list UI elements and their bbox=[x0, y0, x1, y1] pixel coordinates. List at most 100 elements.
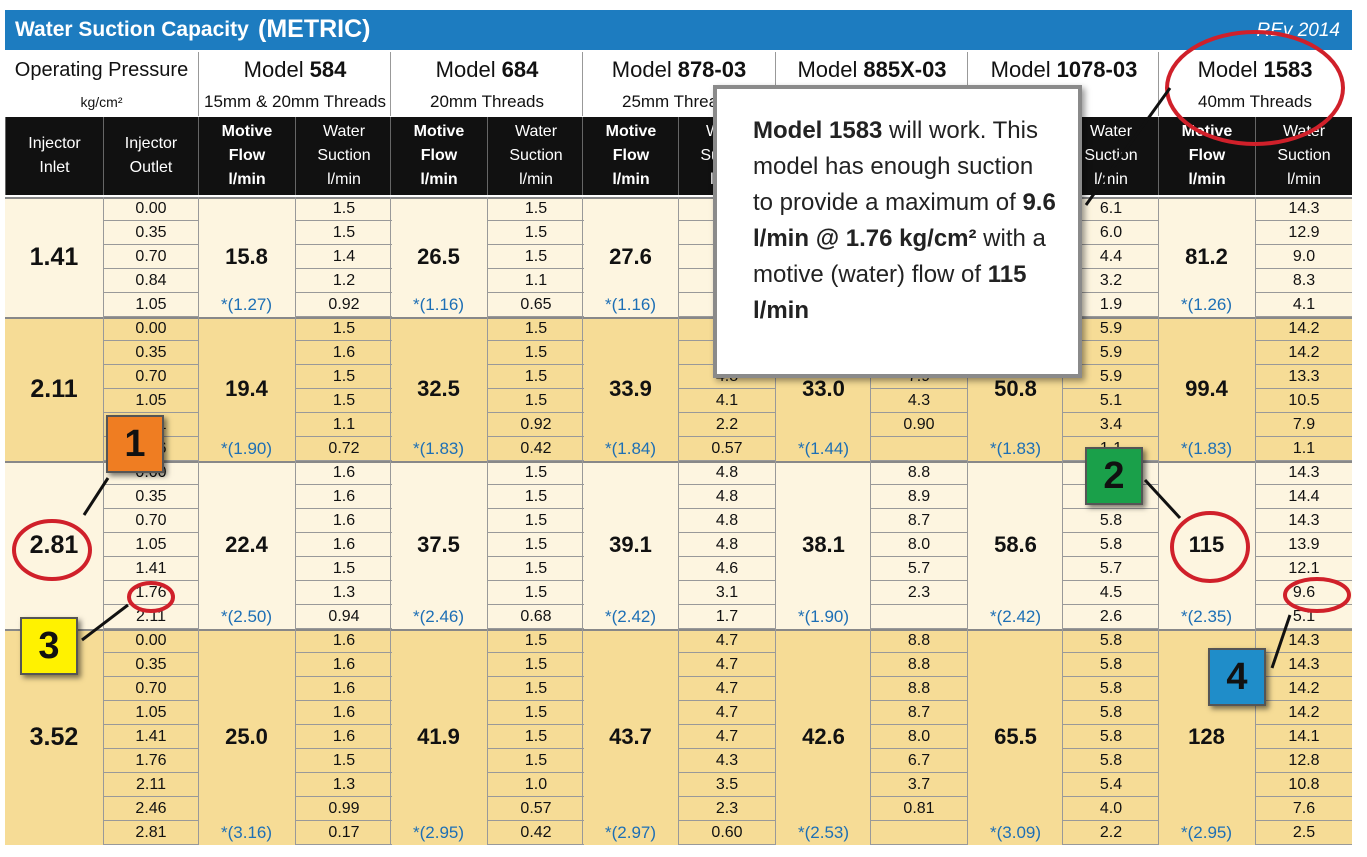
step-badge: 3 bbox=[20, 617, 78, 675]
outlet: 1.05 bbox=[103, 389, 198, 413]
water-suction: 0.92 bbox=[295, 293, 392, 317]
column-head-line: Flow bbox=[228, 147, 266, 164]
motive-column bbox=[390, 461, 487, 629]
motive-note: *(1.83) bbox=[1180, 439, 1233, 458]
water-suction: 4.5 bbox=[1062, 581, 1159, 605]
motive-flow: 38.1 bbox=[802, 532, 845, 557]
water-suction: 5.8 bbox=[1062, 509, 1159, 533]
column-head-line: l/min bbox=[519, 171, 553, 188]
motive-note: *(1.83) bbox=[412, 439, 465, 458]
water-suction: 1.5 bbox=[295, 557, 392, 581]
callout-text: with a motive (water) flow of bbox=[753, 225, 1046, 288]
column-head: Motive Flow l/min bbox=[1158, 117, 1255, 195]
outlet: 1.05 bbox=[103, 533, 198, 557]
motive-column bbox=[775, 461, 872, 629]
water-suction: 4.3 bbox=[678, 749, 775, 773]
water-suction: 8.8 bbox=[870, 653, 967, 677]
water-suction: 1.5 bbox=[487, 749, 584, 773]
water-suction: 8.9 bbox=[870, 485, 967, 509]
motive-flow: 22.4 bbox=[225, 532, 268, 557]
water-suction: 1.3 bbox=[295, 581, 392, 605]
motive-flow: 115 bbox=[1188, 532, 1225, 557]
motive-flow: 32.5 bbox=[417, 376, 460, 401]
column-head-line: Injector Inlet bbox=[28, 135, 81, 176]
motive-note: *(1.84) bbox=[604, 439, 657, 458]
water-suction: 6.7 bbox=[870, 749, 967, 773]
water-suction: 2.2 bbox=[678, 413, 775, 437]
outlet: 1.76 bbox=[103, 749, 198, 773]
column-head-line: Flow bbox=[420, 147, 458, 164]
water-suction: 2.2 bbox=[1062, 821, 1159, 845]
motive-note: *(2.42) bbox=[604, 607, 657, 626]
column-head: Water Suction l/min bbox=[487, 117, 584, 195]
outlet: 0.35 bbox=[103, 221, 198, 245]
water-suction: 1.5 bbox=[487, 677, 584, 701]
outlet: 0.70 bbox=[103, 509, 198, 533]
motive-flow: 39.1 bbox=[609, 532, 652, 557]
water-suction: 12.1 bbox=[1255, 557, 1352, 581]
motive-flow: 33.9 bbox=[609, 376, 652, 401]
water-suction: 1.6 bbox=[295, 461, 392, 485]
water-suction: 4.0 bbox=[1062, 797, 1159, 821]
water-suction: 0.42 bbox=[487, 821, 584, 845]
threads: 40mm Threads bbox=[1158, 88, 1351, 116]
water-suction: 10.5 bbox=[1255, 389, 1352, 413]
motive-note: *(1.26) bbox=[1180, 295, 1233, 314]
column-head-line: Flow bbox=[1188, 147, 1226, 164]
model-name: Model 878-03 bbox=[582, 52, 775, 88]
column-head-line: Suction bbox=[1277, 147, 1331, 164]
water-suction: 0.65 bbox=[487, 293, 584, 317]
water-suction: 1.6 bbox=[295, 725, 392, 749]
motive-note: *(2.95) bbox=[1180, 823, 1233, 842]
water-suction: 5.8 bbox=[1062, 677, 1159, 701]
water-suction: 1.5 bbox=[487, 725, 584, 749]
water-suction: 4.8 bbox=[678, 461, 775, 485]
outlet: 1.41 bbox=[103, 725, 198, 749]
water-suction: 4.7 bbox=[678, 653, 775, 677]
water-suction: 5.1 bbox=[1062, 389, 1159, 413]
column-head-line: Motive bbox=[1181, 123, 1233, 140]
water-suction: 1.5 bbox=[487, 485, 584, 509]
revision: REv 2014 bbox=[1256, 20, 1340, 41]
outlet: 1.76 bbox=[103, 581, 198, 605]
motive-flow: 25.0 bbox=[225, 724, 268, 749]
water-suction: 4.7 bbox=[678, 677, 775, 701]
motive-flow: 81.2 bbox=[1185, 244, 1228, 269]
threads: 15mm & 20mm Threads bbox=[198, 88, 391, 116]
motive-flow: 41.9 bbox=[417, 724, 460, 749]
motive-column bbox=[1158, 197, 1255, 317]
water-suction: 12.9 bbox=[1255, 221, 1352, 245]
column-head-line: Water bbox=[1282, 123, 1326, 140]
motive-flow: 65.5 bbox=[994, 724, 1037, 749]
water-suction: 1.6 bbox=[295, 533, 392, 557]
column-head-line: l/min bbox=[1287, 171, 1321, 188]
column-head: Injector Outlet bbox=[103, 117, 198, 195]
motive-column bbox=[967, 461, 1064, 629]
motive-flow: 50.8 bbox=[994, 376, 1037, 401]
inlet: 2.11 bbox=[30, 374, 78, 403]
water-suction: 1.5 bbox=[487, 221, 584, 245]
column-head: Water Suction l/min bbox=[1255, 117, 1352, 195]
model-name: Model 1078-03 bbox=[967, 52, 1160, 88]
water-suction: 5.8 bbox=[1062, 725, 1159, 749]
motive-flow: 58.6 bbox=[994, 532, 1037, 557]
water-suction: 10.8 bbox=[1255, 773, 1352, 797]
motive-flow: 26.5 bbox=[417, 244, 460, 269]
title-bar: Water Suction Capacity (METRIC) REv 2014 bbox=[5, 10, 1352, 50]
motive-note: *(2.35) bbox=[1180, 607, 1233, 626]
outlet: 2.46 bbox=[103, 797, 198, 821]
water-suction: 8.7 bbox=[870, 701, 967, 725]
motive-flow: 37.5 bbox=[417, 532, 460, 557]
inlet: 1.41 bbox=[29, 242, 79, 271]
model-name: Model 1583 bbox=[1158, 52, 1351, 88]
callout-box: Model 1583 will work. This model has eno… bbox=[713, 85, 1082, 378]
water-suction: 1.5 bbox=[487, 533, 584, 557]
motive-note: *(2.53) bbox=[797, 823, 850, 842]
water-suction: 0.42 bbox=[487, 437, 584, 461]
model-prefix: Model bbox=[611, 57, 672, 82]
column-head-line: Suction bbox=[317, 147, 371, 164]
water-suction: 4.1 bbox=[678, 389, 775, 413]
column-head: Motive Flow l/min bbox=[198, 117, 295, 195]
model-number: 1078-03 bbox=[1056, 57, 1138, 82]
